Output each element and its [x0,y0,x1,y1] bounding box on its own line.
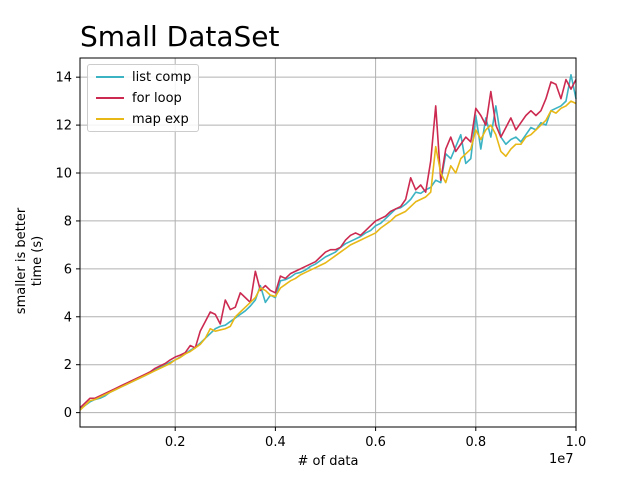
legend-swatch-map-exp [96,118,124,120]
x-tick-label-3: 0.8 [465,435,486,450]
x-tick-label-4: 1.0 [566,435,587,450]
y-tick-label-7: 14 [55,71,72,86]
x-tick-label-0: 0.2 [165,435,186,450]
series-line-list-comp [79,73,577,410]
x-axis-offset-label: 1e7 [549,452,574,467]
legend-label-list-comp: list comp [132,69,192,85]
legend-item-list-comp: list comp [96,68,191,86]
y-tick-label-4: 8 [64,214,72,229]
x-tick-label-2: 0.6 [365,435,386,450]
legend-item-map-exp: map exp [96,110,189,128]
legend-swatch-for-loop [96,97,124,99]
y-axis-label: smaller is better time (s) [14,181,46,341]
legend-label-for-loop: for loop [132,90,182,106]
y-axis-label-line-2: time (s) [30,235,45,287]
y-axis-label-line-1: smaller is better [14,207,29,315]
y-tick-label-1: 2 [64,358,72,373]
y-tick-label-2: 4 [64,310,72,325]
chart-title: Small DataSet [80,20,280,53]
y-tick-label-5: 10 [55,167,72,182]
legend-label-map-exp: map exp [132,111,189,127]
x-tick-label-1: 0.4 [265,435,286,450]
legend-item-for-loop: for loop [96,89,182,107]
series-line-map-exp [79,100,577,411]
series-line-for-loop [79,78,577,409]
y-tick-label-3: 6 [64,262,72,277]
y-tick-label-6: 12 [55,119,72,134]
legend: list comp for loop map exp [87,64,199,132]
x-axis-label: # of data [297,454,359,469]
legend-swatch-list-comp [96,76,124,78]
plot-frame [79,57,577,428]
y-tick-label-0: 0 [64,406,72,421]
